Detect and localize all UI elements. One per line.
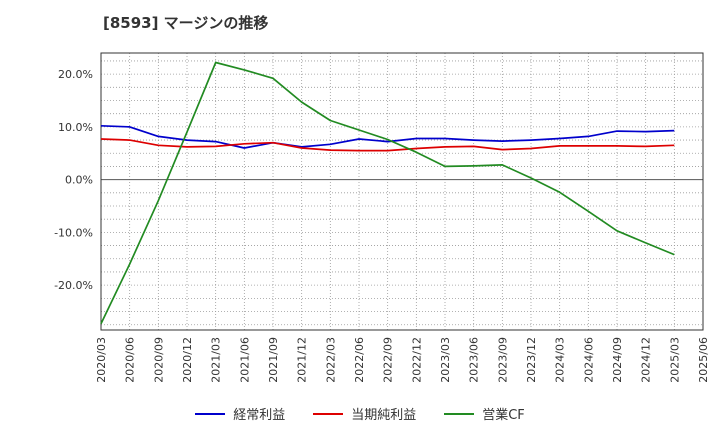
y-tick-label: 20.0% <box>58 68 93 81</box>
legend-item-net-profit: 当期純利益 <box>313 404 416 423</box>
legend-label-operating-cf: 営業CF <box>482 408 525 423</box>
y-tick-label: -20.0% <box>54 279 93 292</box>
legend-label-ordinary-profit: 経常利益 <box>233 408 286 423</box>
x-tick-label: 2024/09 <box>611 337 624 383</box>
x-tick-label: 2022/12 <box>410 337 423 383</box>
series-line-0 <box>100 124 675 149</box>
x-tick-label: 2023/12 <box>525 337 538 383</box>
x-tick-label: 2023/06 <box>468 337 481 383</box>
y-tick-label: -10.0% <box>54 226 93 239</box>
x-tick-label: 2020/12 <box>181 337 194 383</box>
chart-legend: 経常利益 当期純利益 営業CF <box>0 404 720 423</box>
x-tick-label: 2022/03 <box>324 337 337 383</box>
chart-title: [8593] マージンの推移 <box>103 14 269 32</box>
x-tick-label: 2021/12 <box>296 337 309 383</box>
x-tick-label: 2021/03 <box>210 337 223 383</box>
x-tick-label: 2023/03 <box>439 337 452 383</box>
x-tick-label: 2020/09 <box>152 337 165 383</box>
x-tick-label: 2024/12 <box>640 337 653 383</box>
y-tick-label: 0.0% <box>65 174 93 187</box>
x-tick-label: 2025/03 <box>668 337 681 383</box>
y-tick-label: 10.0% <box>58 121 93 134</box>
x-tick-label: 2020/06 <box>124 337 137 383</box>
series-line-2 <box>100 61 675 325</box>
legend-swatch-ordinary-profit <box>195 412 226 415</box>
x-tick-label: 2024/03 <box>554 337 567 383</box>
legend-item-ordinary-profit: 経常利益 <box>195 404 285 423</box>
legend-label-net-profit: 当期純利益 <box>351 408 417 423</box>
x-tick-label: 2022/06 <box>353 337 366 383</box>
plot-frame <box>100 52 704 331</box>
series-line-1 <box>100 138 675 152</box>
x-tick-label: 2025/06 <box>697 337 710 383</box>
x-tick-label: 2020/03 <box>95 337 108 383</box>
x-tick-label: 2024/06 <box>582 337 595 383</box>
legend-item-operating-cf: 営業CF <box>444 404 525 423</box>
x-tick-label: 2021/06 <box>238 337 251 383</box>
x-tick-label: 2021/09 <box>267 337 280 383</box>
x-tick-label: 2022/09 <box>382 337 395 383</box>
x-tick-label: 2023/09 <box>496 337 509 383</box>
plot-area <box>101 53 703 330</box>
legend-swatch-net-profit <box>313 412 344 415</box>
legend-swatch-operating-cf <box>444 412 475 415</box>
